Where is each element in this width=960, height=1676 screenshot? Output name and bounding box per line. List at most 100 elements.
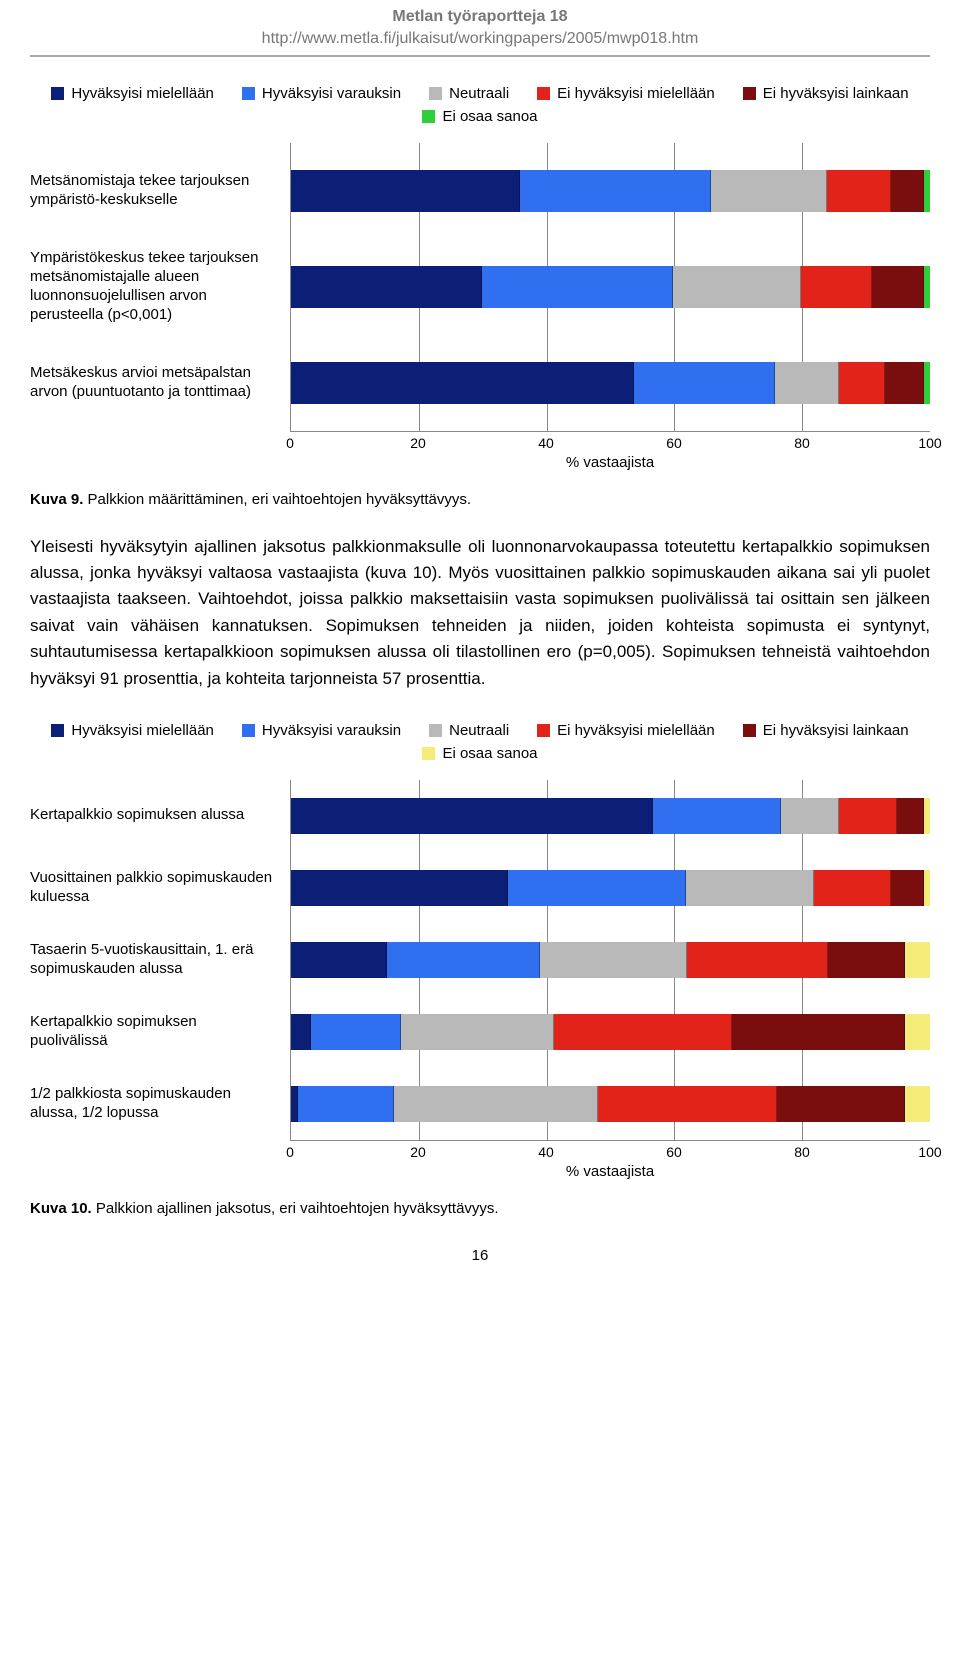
bar-segment: [298, 1086, 394, 1122]
bar-segment: [291, 362, 634, 404]
bar-segment: [897, 798, 923, 834]
legend-item: Ei hyväksyisi mielellään: [537, 85, 715, 102]
bar-segment: [291, 798, 653, 834]
bar-segment: [924, 266, 930, 308]
bar-segment: [801, 266, 872, 308]
bar-segment: [598, 1086, 777, 1122]
legend-swatch: [422, 747, 435, 760]
bar-segment: [520, 170, 711, 212]
category-label: Vuosittainen palkkio sopimuskauden kulue…: [30, 852, 290, 924]
legend-swatch: [422, 110, 435, 123]
bar-row: [291, 335, 930, 431]
caption1-rest: Palkkion määrittäminen, eri vaihtoehtoje…: [83, 491, 471, 508]
bar-segment: [634, 362, 774, 404]
bar-segment: [839, 798, 897, 834]
legend-label: Ei hyväksyisi mielellään: [557, 722, 715, 739]
chart1-xticks: 020406080100: [290, 432, 930, 452]
bar-segment: [924, 362, 930, 404]
legend-item: Ei osaa sanoa: [422, 108, 537, 125]
bar-segment: [540, 942, 687, 978]
bar-row: [291, 924, 930, 996]
caption2-bold: Kuva 10.: [30, 1200, 92, 1217]
stacked-bar: [291, 798, 930, 834]
legend-swatch: [429, 87, 442, 100]
category-label: Kertapalkkio sopimuksen puolivälissä: [30, 996, 290, 1068]
stacked-bar: [291, 1014, 930, 1050]
legend-item: Ei osaa sanoa: [422, 745, 537, 762]
legend-swatch: [537, 87, 550, 100]
header-url: http://www.metla.fi/julkaisut/workingpap…: [30, 28, 930, 50]
x-tick: 100: [918, 435, 941, 451]
bar-segment: [673, 266, 801, 308]
category-label: Metsäkeskus arvioi metsäpalstan arvon (p…: [30, 335, 290, 431]
legend-label: Hyväksyisi varauksin: [262, 722, 401, 739]
category-label: Kertapalkkio sopimuksen alussa: [30, 780, 290, 852]
bar-segment: [872, 266, 924, 308]
bar-segment: [482, 266, 673, 308]
bar-segment: [687, 942, 827, 978]
bar-segment: [291, 266, 482, 308]
legend-item: Neutraali: [429, 85, 509, 102]
bar-row: [291, 239, 930, 335]
bar-segment: [653, 798, 781, 834]
bar-segment: [554, 1014, 733, 1050]
caption2-rest: Palkkion ajallinen jaksotus, eri vaihtoe…: [92, 1200, 499, 1217]
legend-swatch: [429, 724, 442, 737]
chart2-categories: Kertapalkkio sopimuksen alussaVuosittain…: [30, 780, 290, 1180]
legend-label: Hyväksyisi mielellään: [71, 85, 214, 102]
bar-segment: [905, 942, 930, 978]
header-title: Metlan työraportteja 18: [30, 6, 930, 28]
body-paragraph: Yleisesti hyväksytyin ajallinen jaksotus…: [30, 534, 930, 692]
x-tick: 80: [794, 435, 810, 451]
chart2: Kertapalkkio sopimuksen alussaVuosittain…: [30, 780, 930, 1180]
bar-segment: [924, 798, 930, 834]
legend-item: Ei hyväksyisi lainkaan: [743, 85, 909, 102]
legend-label: Hyväksyisi mielellään: [71, 722, 214, 739]
x-tick: 20: [410, 435, 426, 451]
bar-segment: [814, 870, 891, 906]
legend-label: Ei hyväksyisi mielellään: [557, 85, 715, 102]
bar-segment: [311, 1014, 401, 1050]
stacked-bar: [291, 266, 930, 308]
bar-segment: [291, 870, 508, 906]
x-tick: 0: [286, 435, 294, 451]
category-label: Metsänomistaja tekee tarjouksen ympärist…: [30, 143, 290, 239]
x-tick: 40: [538, 435, 554, 451]
bar-segment: [394, 1086, 598, 1122]
bar-segment: [924, 870, 930, 906]
chart1-legend: Hyväksyisi mielelläänHyväksyisi varauksi…: [30, 85, 930, 125]
bar-row: [291, 996, 930, 1068]
chart1-categories: Metsänomistaja tekee tarjouksen ympärist…: [30, 143, 290, 471]
bar-segment: [291, 170, 520, 212]
category-label: 1/2 palkkiosta sopimuskauden alussa, 1/2…: [30, 1068, 290, 1140]
legend-label: Ei hyväksyisi lainkaan: [763, 85, 909, 102]
x-tick: 80: [794, 1144, 810, 1160]
legend-label: Neutraali: [449, 722, 509, 739]
legend-item: Ei hyväksyisi lainkaan: [743, 722, 909, 739]
chart2-xticks: 020406080100: [290, 1141, 930, 1161]
bar-segment: [401, 1014, 554, 1050]
stacked-bar: [291, 942, 930, 978]
legend-item: Hyväksyisi mielellään: [51, 722, 214, 739]
bar-segment: [905, 1014, 930, 1050]
bar-segment: [732, 1014, 904, 1050]
bar-segment: [387, 942, 540, 978]
x-tick: 20: [410, 1144, 426, 1160]
category-label: Ympäristökeskus tekee tarjouksen metsäno…: [30, 239, 290, 335]
bar-segment: [686, 870, 814, 906]
chart2-legend: Hyväksyisi mielellään Hyväksyisi varauksi…: [30, 722, 930, 762]
legend-item: Ei hyväksyisi mielellään: [537, 722, 715, 739]
page-number: 16: [30, 1247, 930, 1264]
legend-swatch: [242, 724, 255, 737]
bar-segment: [775, 362, 839, 404]
bar-segment: [291, 1086, 298, 1122]
bar-row: [291, 1068, 930, 1140]
x-tick: 60: [666, 1144, 682, 1160]
legend-swatch: [537, 724, 550, 737]
bar-segment: [508, 870, 687, 906]
header-rule: [30, 55, 930, 57]
legend-swatch: [743, 87, 756, 100]
bar-segment: [905, 1086, 930, 1122]
x-tick: 40: [538, 1144, 554, 1160]
stacked-bar: [291, 1086, 930, 1122]
